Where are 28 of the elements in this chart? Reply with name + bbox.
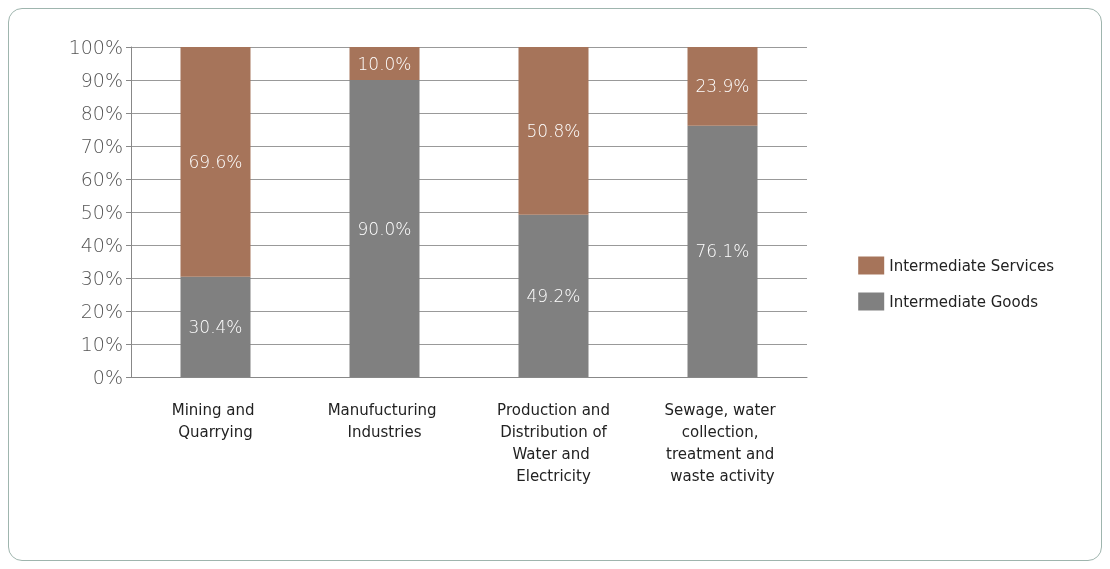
data-label: 76.1%: [695, 241, 750, 262]
y-tick-label: 30%: [80, 267, 123, 289]
data-label: 10.0%: [357, 53, 412, 74]
data-label: 69.6%: [188, 151, 243, 172]
y-tick-label: 50%: [80, 201, 123, 223]
y-tick-label: 40%: [80, 234, 123, 256]
y-tick-label: 20%: [80, 300, 123, 322]
y-tick-label: 10%: [80, 333, 123, 355]
y-tick-label: 0%: [92, 366, 123, 388]
bar: [518, 47, 589, 215]
data-label: 30.4%: [188, 316, 243, 337]
legend-label: Intermediate Goods: [889, 292, 1039, 311]
x-tick-label: Mining and Quarrying: [171, 401, 260, 441]
data-label: 23.9%: [695, 76, 750, 97]
y-tick-label: 70%: [80, 135, 123, 157]
y-tick-label: 90%: [80, 69, 123, 91]
x-tick-label: Manufucturing Industries: [327, 401, 442, 441]
legend-label: Intermediate Services: [889, 256, 1055, 275]
y-tick-label: 80%: [80, 102, 123, 124]
x-tick-label: Production and Distribution of Water and Electricity: [495, 401, 612, 485]
x-tick-label: Sewage, water collection, treatment and waste activity: [664, 401, 781, 485]
data-label: 90.0%: [357, 218, 412, 239]
data-label: 49.2%: [526, 285, 581, 306]
y-tick-label: 100%: [68, 36, 123, 58]
y-tick-label: 60%: [80, 168, 123, 190]
bar: [180, 47, 251, 277]
data-label: 50.8%: [526, 120, 581, 141]
bar: [687, 47, 758, 126]
